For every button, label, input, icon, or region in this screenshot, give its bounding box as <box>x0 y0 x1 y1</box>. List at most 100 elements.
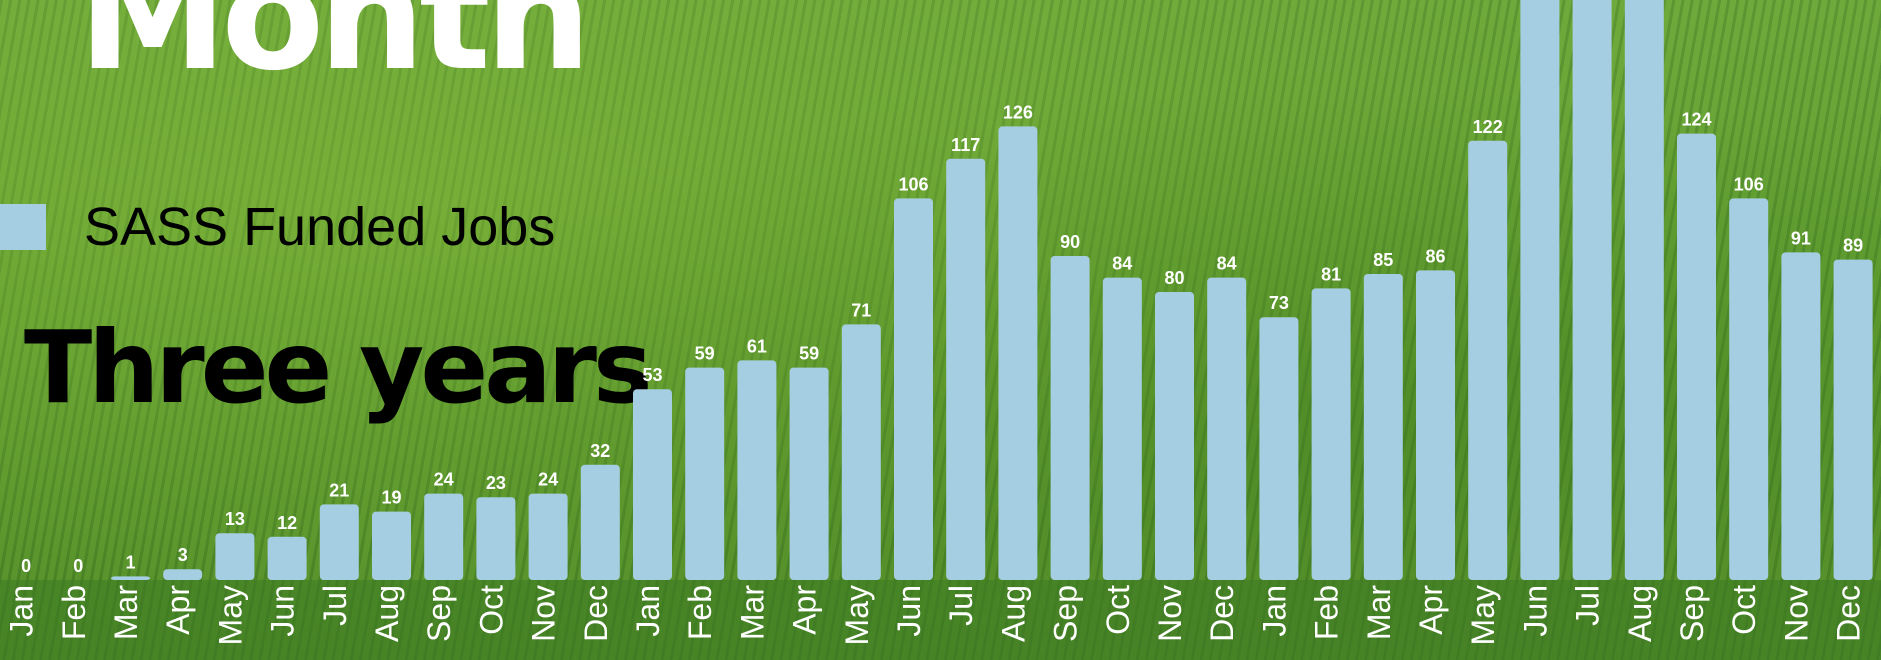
bar-mar-26 <box>1363 274 1403 580</box>
value-label-1: 0 <box>73 556 83 576</box>
bar-aug-31 <box>1624 0 1664 580</box>
bar-oct-21 <box>1102 277 1142 580</box>
value-label-25: 81 <box>1321 264 1341 284</box>
bar-jan-24 <box>1259 317 1299 580</box>
value-label-27: 86 <box>1425 246 1445 266</box>
bar-dec-23 <box>1207 277 1247 580</box>
value-label-9: 23 <box>486 473 506 493</box>
bar-feb-25 <box>1311 288 1351 580</box>
bar-jun-5 <box>267 536 307 580</box>
value-label-12: 53 <box>642 365 662 385</box>
value-label-11: 32 <box>590 441 610 461</box>
value-label-35: 89 <box>1843 236 1863 256</box>
value-label-2: 1 <box>125 552 135 572</box>
value-label-32: 124 <box>1681 110 1711 130</box>
tick-label-33: Oct <box>1726 585 1762 635</box>
tick-label-23: Dec <box>1204 585 1240 642</box>
value-label-19: 126 <box>1003 102 1033 122</box>
value-label-26: 85 <box>1373 250 1393 270</box>
value-label-17: 106 <box>898 174 928 194</box>
bar-apr-15 <box>789 367 829 580</box>
value-label-15: 59 <box>799 344 819 364</box>
tick-label-34: Nov <box>1778 585 1814 642</box>
tick-label-32: Sep <box>1674 585 1710 642</box>
value-label-10: 24 <box>538 470 558 490</box>
bar-feb-13 <box>685 367 725 580</box>
bar-may-4 <box>215 533 255 580</box>
tick-label-16: May <box>839 585 875 645</box>
tick-label-4: May <box>212 585 248 645</box>
x-axis-band <box>0 580 1881 660</box>
value-label-18: 117 <box>951 135 980 155</box>
tick-label-17: Jun <box>891 585 927 637</box>
tick-label-8: Sep <box>421 585 457 642</box>
bar-nov-10 <box>528 493 568 580</box>
bar-aug-7 <box>372 511 411 580</box>
value-label-0: 0 <box>21 556 31 576</box>
legend: SASS Funded Jobs <box>0 196 555 258</box>
tick-label-28: May <box>1465 585 1501 645</box>
bar-may-28 <box>1468 140 1508 581</box>
value-label-7: 19 <box>381 488 401 508</box>
tick-label-15: Apr <box>787 585 823 635</box>
value-label-3: 3 <box>178 545 188 565</box>
value-label-4: 13 <box>225 509 245 529</box>
tick-label-6: Jul <box>317 585 353 626</box>
tick-label-0: Jan <box>4 585 40 637</box>
tick-label-27: Apr <box>1413 585 1449 635</box>
bar-dec-11 <box>580 464 620 580</box>
tick-label-12: Jan <box>630 585 666 637</box>
bar-aug-19 <box>998 126 1038 581</box>
bar-jul-18 <box>946 158 986 581</box>
tick-label-29: Jun <box>1517 585 1553 637</box>
value-label-34: 91 <box>1791 228 1811 248</box>
tick-label-3: Apr <box>160 585 196 635</box>
value-label-23: 84 <box>1217 254 1237 274</box>
bar-nov-34 <box>1781 252 1821 580</box>
value-label-24: 73 <box>1269 293 1289 313</box>
chart-title: Month <box>78 0 592 104</box>
bar-jul-6 <box>319 504 359 580</box>
tick-label-13: Feb <box>682 585 718 640</box>
value-label-33: 106 <box>1734 174 1764 194</box>
x-tick-labels-group: Jan Feb Mar Apr May Jun Jul Aug Sep Oct Nov Dec Jan F… <box>4 585 1867 646</box>
value-label-13: 59 <box>695 344 715 364</box>
bar-mar-2 <box>111 576 150 580</box>
tick-label-18: Jul <box>943 585 979 626</box>
tick-label-1: Feb <box>56 585 92 640</box>
bar-jun-29 <box>1520 0 1560 580</box>
bar-oct-9 <box>476 497 516 580</box>
bar-dec-35 <box>1833 259 1873 580</box>
bar-may-16 <box>841 324 881 580</box>
tick-label-24: Jan <box>1256 585 1292 637</box>
bar-nov-22 <box>1155 292 1194 580</box>
tick-label-22: Nov <box>1152 585 1188 642</box>
bar-apr-3 <box>163 569 203 580</box>
value-label-14: 61 <box>747 336 767 356</box>
tick-label-20: Sep <box>1048 585 1084 642</box>
tick-label-26: Mar <box>1361 585 1397 640</box>
tick-label-31: Aug <box>1622 585 1658 642</box>
legend-swatch <box>0 204 46 250</box>
tick-label-21: Oct <box>1100 585 1136 635</box>
bar-mar-14 <box>737 360 777 580</box>
value-label-16: 71 <box>851 300 871 320</box>
value-label-8: 24 <box>434 470 454 490</box>
tick-label-19: Aug <box>995 585 1031 642</box>
tick-label-25: Feb <box>1309 585 1345 640</box>
value-label-28: 122 <box>1473 117 1503 137</box>
tick-label-7: Aug <box>369 585 405 642</box>
value-label-5: 12 <box>277 513 297 533</box>
tick-label-10: Nov <box>526 585 562 642</box>
tick-label-11: Dec <box>578 585 614 642</box>
bar-oct-33 <box>1729 198 1769 580</box>
legend-label: SASS Funded Jobs <box>84 197 556 257</box>
bar-sep-20 <box>1050 256 1090 580</box>
chart-subtitle: Three years <box>24 309 653 426</box>
tick-label-35: Dec <box>1831 585 1867 642</box>
tick-label-30: Jul <box>1570 585 1606 626</box>
bars-group <box>111 0 1873 581</box>
